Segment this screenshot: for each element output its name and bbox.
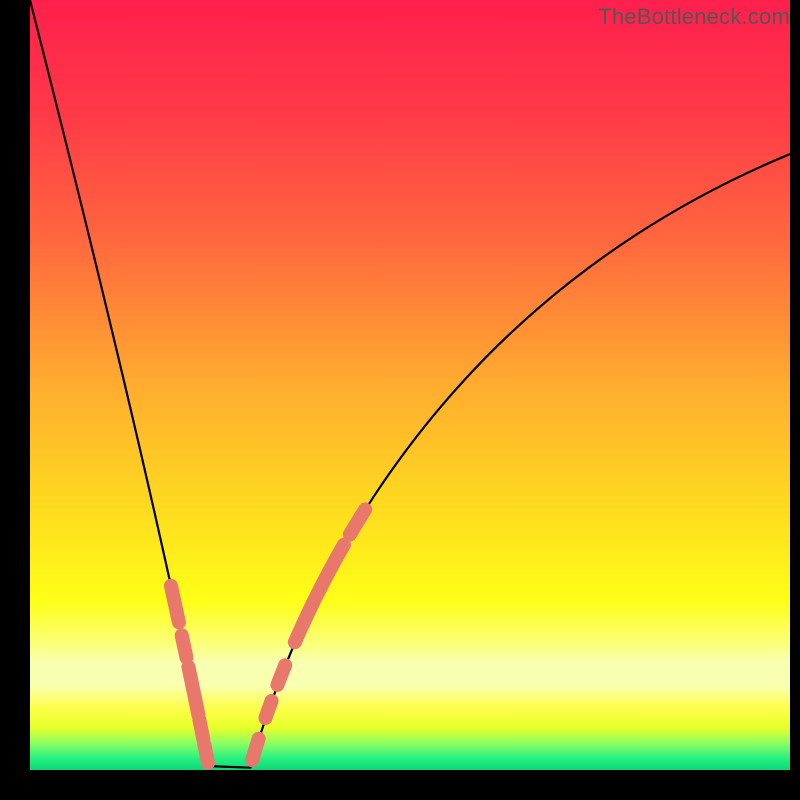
marker-segment bbox=[295, 545, 344, 642]
marker-segment bbox=[171, 586, 179, 623]
marker-segment bbox=[182, 635, 187, 657]
marker-segment bbox=[265, 701, 271, 718]
chart-frame: TheBottleneck.com bbox=[0, 0, 800, 800]
v-curve bbox=[30, 0, 790, 768]
marker-segment bbox=[277, 665, 285, 685]
marker-segment bbox=[252, 739, 259, 760]
marker-segment bbox=[350, 510, 365, 535]
plot-area bbox=[30, 0, 790, 770]
watermark-text: TheBottleneck.com bbox=[598, 4, 790, 30]
marker-segment bbox=[199, 720, 203, 740]
curve-layer bbox=[30, 0, 790, 770]
marker-segment bbox=[204, 744, 208, 763]
marker-segment bbox=[188, 667, 198, 715]
